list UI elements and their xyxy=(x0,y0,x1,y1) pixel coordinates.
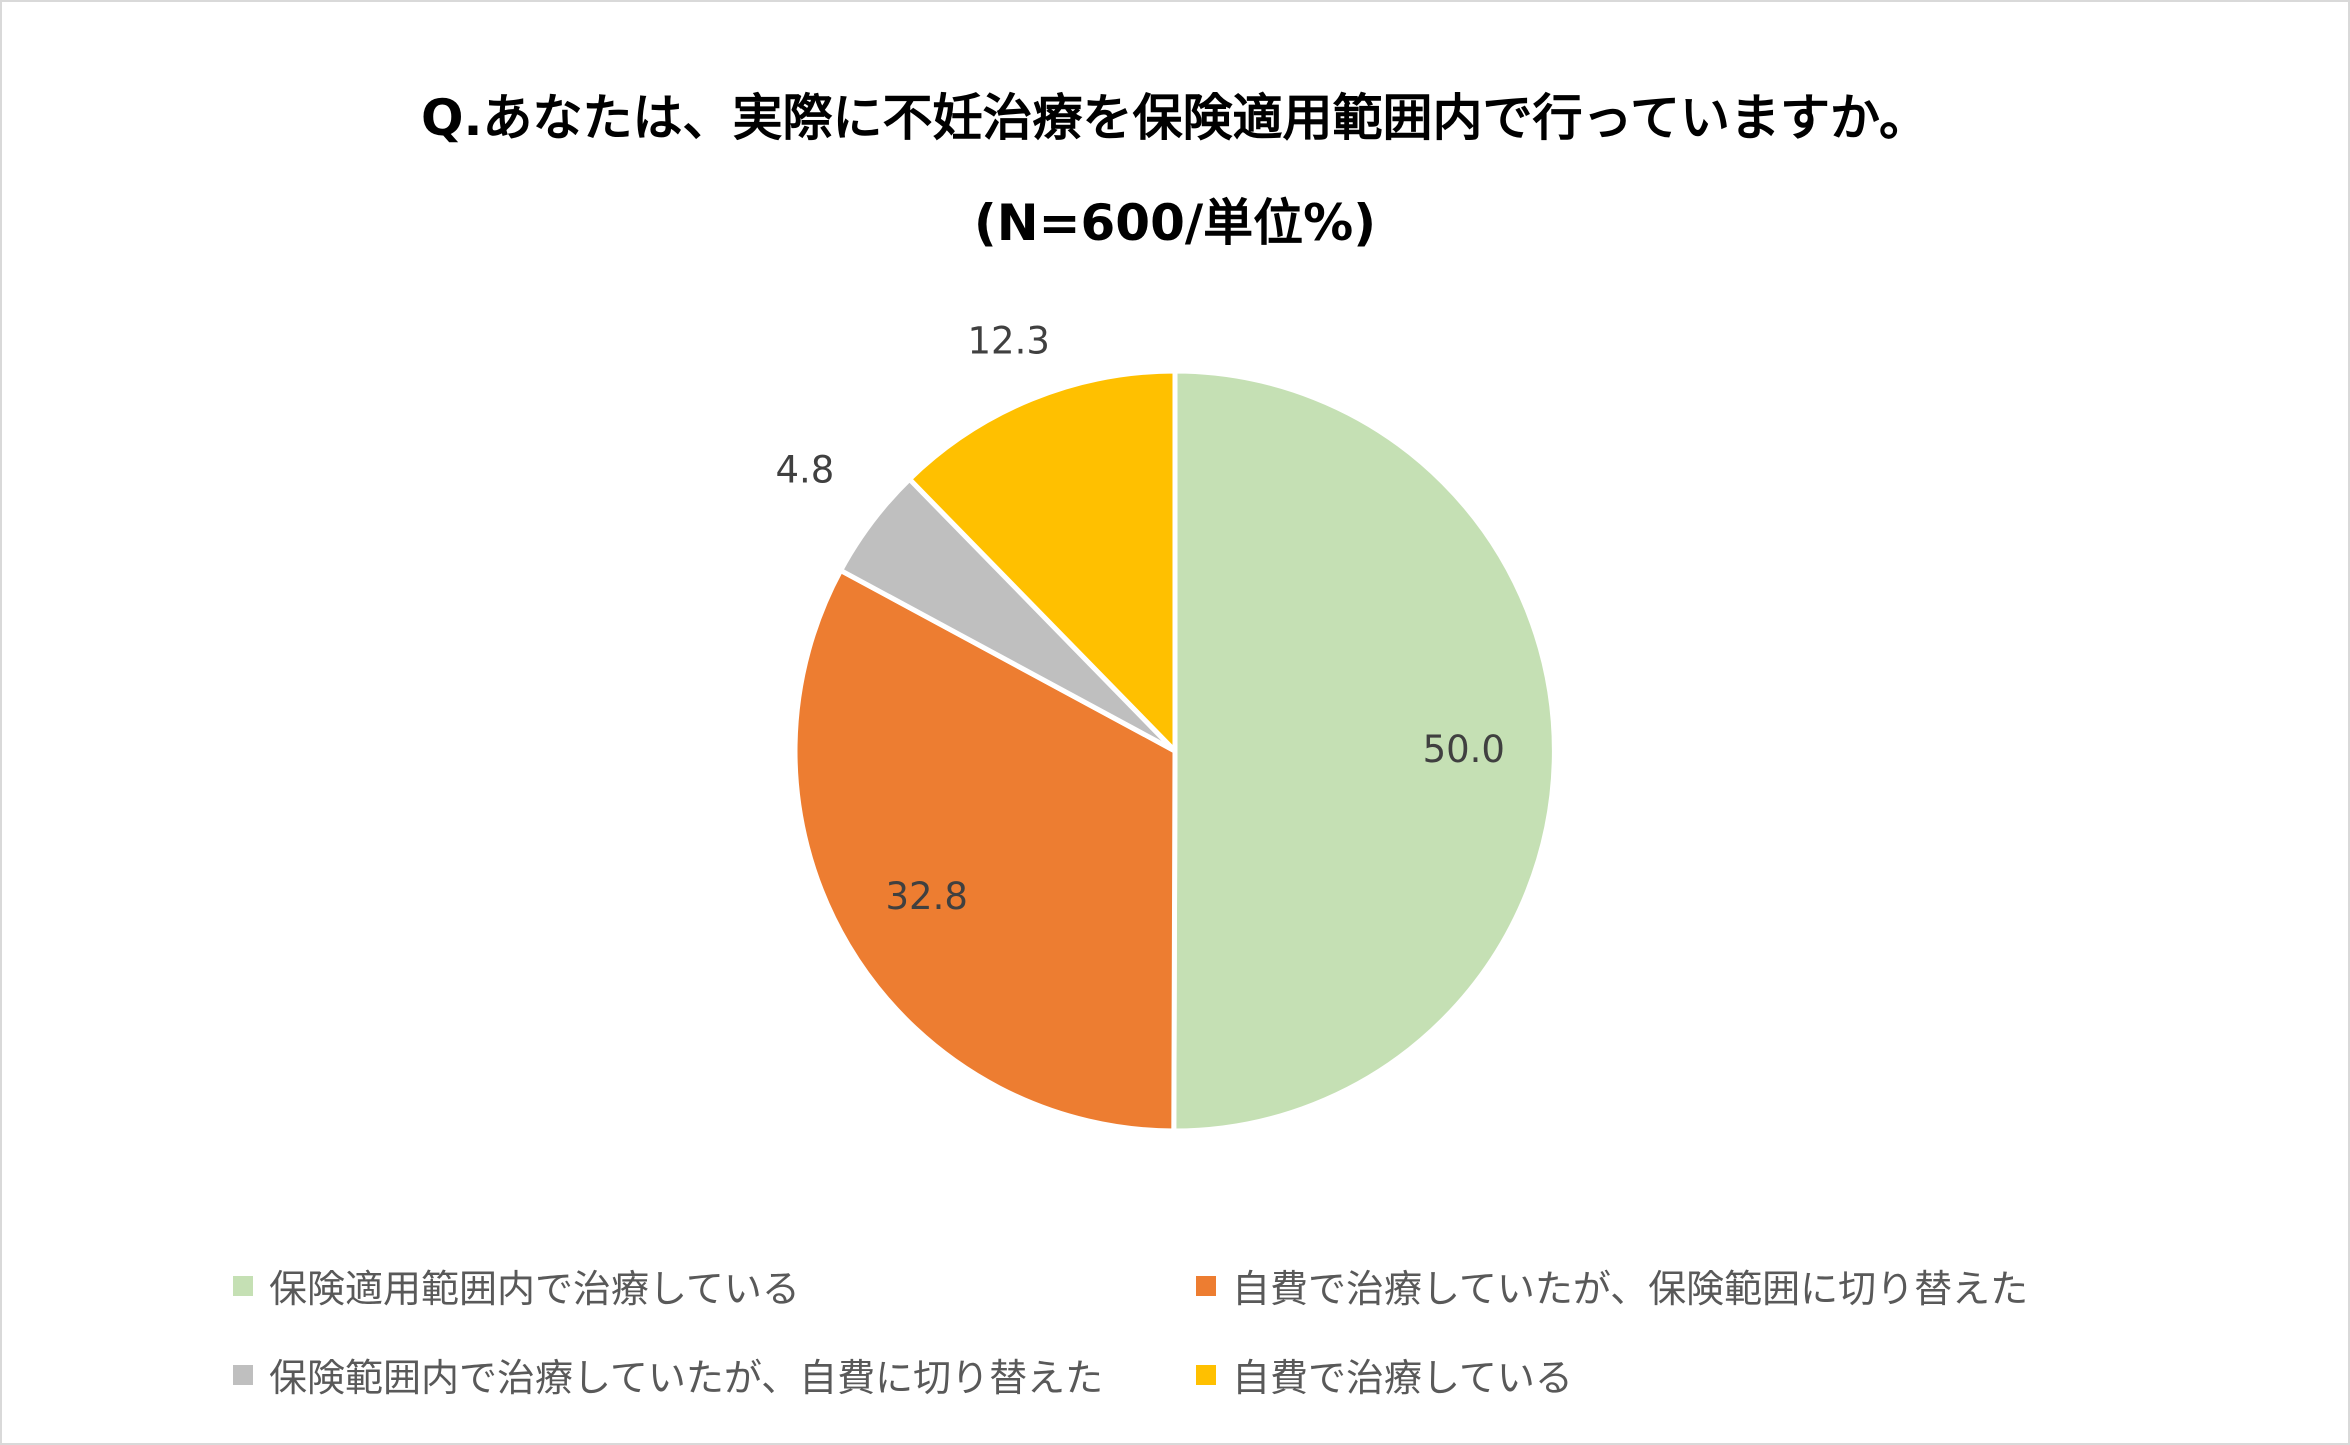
pie-data-label-1: 32.8 xyxy=(886,875,968,918)
legend-label: 自費で治療していたが、保険範囲に切り替えた xyxy=(1232,1267,2029,1311)
legend-item-self-pay: 自費で治療している xyxy=(1196,1347,1573,1402)
legend-swatch xyxy=(233,1275,253,1296)
chart-subtitle: (N=600/単位%) xyxy=(973,194,1377,252)
pie-slice-1 xyxy=(792,567,1178,1134)
legend-item-insurance-covered: 保険適用範囲内で治療している xyxy=(233,1258,800,1313)
legend-swatch xyxy=(1196,1364,1216,1385)
pie-data-label-2: 4.8 xyxy=(775,448,834,491)
pie-slices xyxy=(792,368,1557,1134)
legend-label: 保険範囲内で治療していたが、自費に切り替えた xyxy=(269,1356,1104,1400)
legend-label: 自費で治療している xyxy=(1232,1356,1573,1400)
pie-data-label-0: 50.0 xyxy=(1423,728,1505,771)
pie-slice-3 xyxy=(906,368,1178,754)
chart-title: Q.あなたは、実際に不妊治療を保険適用範囲内で行っていますか。 xyxy=(421,89,1929,147)
legend-label: 保険適用範囲内で治療している xyxy=(269,1267,800,1311)
legend-swatch xyxy=(1196,1275,1216,1296)
pie-slice-0 xyxy=(1171,368,1557,1134)
legend-swatch xyxy=(233,1364,253,1385)
pie-data-label-3: 12.3 xyxy=(968,319,1050,362)
legend-item-insurance-to-self-pay: 保険範囲内で治療していたが、自費に切り替えた xyxy=(233,1347,1103,1402)
legend-item-self-pay-to-insurance: 自費で治療していたが、保険範囲に切り替えた xyxy=(1196,1258,2028,1313)
pie-data-labels: 50.0 32.8 4.8 12.3 xyxy=(775,319,1505,918)
